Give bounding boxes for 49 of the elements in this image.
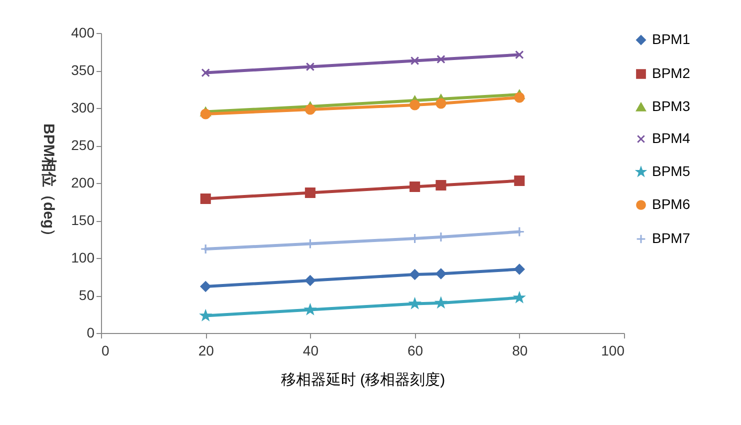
y-tick-label: 300 bbox=[71, 100, 95, 116]
point bbox=[436, 268, 446, 280]
legend-label: BPM2 bbox=[652, 65, 690, 81]
point bbox=[436, 54, 446, 64]
y-tick-label: 100 bbox=[71, 250, 95, 266]
point bbox=[514, 292, 524, 302]
point bbox=[410, 181, 420, 192]
legend-label: BPM5 bbox=[652, 163, 690, 179]
point bbox=[306, 62, 315, 72]
point bbox=[410, 298, 420, 308]
y-tick-label: 350 bbox=[71, 62, 95, 78]
point bbox=[410, 100, 420, 110]
x-tick-label: 80 bbox=[512, 342, 528, 358]
x-tick-label: 20 bbox=[198, 342, 214, 358]
point bbox=[410, 56, 420, 66]
x-tick-label: 100 bbox=[601, 342, 625, 358]
point bbox=[515, 50, 524, 60]
y-tick-label: 150 bbox=[71, 212, 95, 228]
y-tick-label: 0 bbox=[86, 324, 95, 340]
point bbox=[200, 281, 211, 292]
point bbox=[304, 275, 316, 286]
x-tick-label: 40 bbox=[302, 342, 319, 358]
point bbox=[514, 264, 525, 275]
point bbox=[304, 104, 316, 115]
point bbox=[200, 108, 211, 120]
legend-label: BPM3 bbox=[652, 98, 690, 114]
y-tick-label: 200 bbox=[71, 174, 95, 190]
point bbox=[514, 175, 525, 186]
y-tick-label: 250 bbox=[71, 137, 95, 153]
point bbox=[436, 180, 446, 191]
legend-label: BPM1 bbox=[652, 31, 690, 47]
legend-label: BPM6 bbox=[652, 196, 690, 212]
x-axis-title: 移相器延时 (移相器刻度) bbox=[280, 372, 446, 388]
point bbox=[200, 193, 211, 204]
point bbox=[436, 98, 446, 109]
y-axis-title: BPM相位（deg） bbox=[40, 124, 58, 244]
point bbox=[304, 187, 316, 198]
point bbox=[201, 68, 210, 78]
x-tick-label: 60 bbox=[408, 342, 424, 358]
point bbox=[514, 92, 525, 103]
point bbox=[436, 298, 446, 308]
y-tick-label: 400 bbox=[71, 24, 95, 40]
legend-label: BPM7 bbox=[652, 230, 690, 246]
point bbox=[305, 304, 316, 314]
point bbox=[200, 310, 211, 320]
x-tick-label: 0 bbox=[102, 342, 110, 358]
legend-label: BPM4 bbox=[652, 130, 690, 146]
point bbox=[410, 269, 420, 280]
y-tick-label: 50 bbox=[78, 287, 95, 303]
